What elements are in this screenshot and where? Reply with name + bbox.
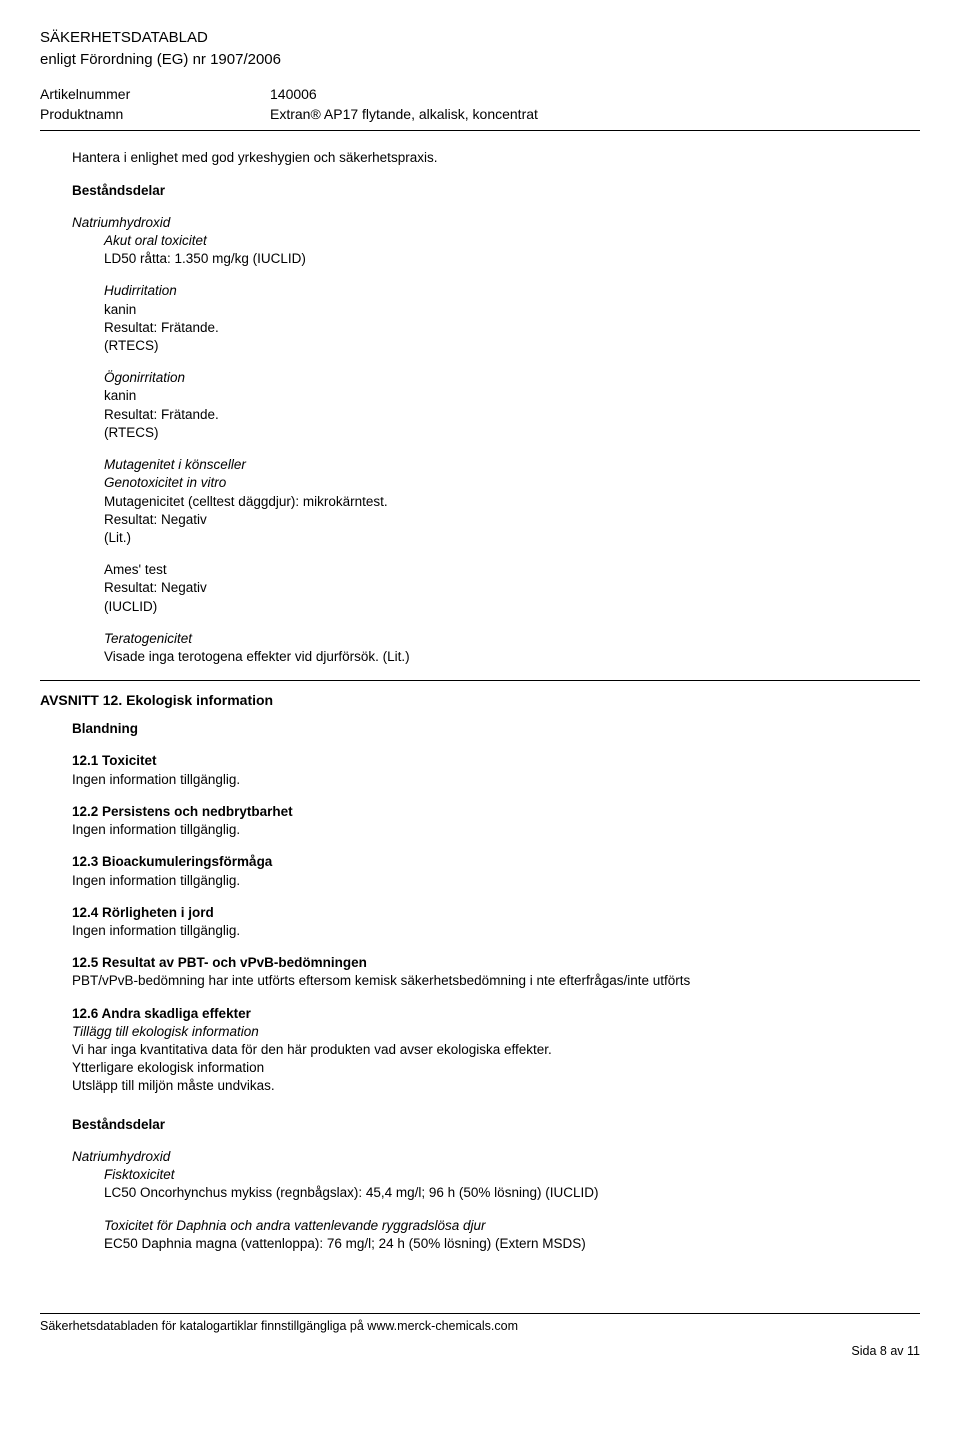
ames-heading: Ames' test xyxy=(104,561,920,579)
skin-heading: Hudirritation xyxy=(104,282,920,300)
s12-5-heading: 12.5 Resultat av PBT- och vPvB-bedömning… xyxy=(72,954,920,972)
doc-subtitle: enligt Förordning (EG) nr 1907/2006 xyxy=(40,50,920,70)
product-label: Produktnamn xyxy=(40,105,270,124)
terato-block: Teratogenicitet Visade inga terotogena e… xyxy=(104,630,920,666)
mixture-heading: Blandning xyxy=(72,720,920,738)
ames-result: Resultat: Negativ xyxy=(104,579,920,597)
footer-left: Säkerhetsdatabladen för katalogartiklar … xyxy=(40,1318,518,1335)
article-row: Artikelnummer 140006 xyxy=(40,85,920,104)
substance-name-2: Natriumhydroxid xyxy=(72,1148,920,1166)
s12-6-l1: Vi har inga kvantitativa data för den hä… xyxy=(72,1041,920,1059)
page-footer: Säkerhetsdatabladen för katalogartiklar … xyxy=(40,1313,920,1360)
s12-4-heading: 12.4 Rörligheten i jord xyxy=(72,904,920,922)
s12-6-heading: 12.6 Andra skadliga effekter xyxy=(72,1005,920,1023)
skin-source: (RTECS) xyxy=(104,337,920,355)
footer-rule xyxy=(40,1313,920,1314)
terato-heading: Teratogenicitet xyxy=(104,630,920,648)
doc-title: SÄKERHETSDATABLAD xyxy=(40,28,920,48)
intro-line: Hantera i enlighet med god yrkeshygien o… xyxy=(72,149,920,167)
s12-1-heading: 12.1 Toxicitet xyxy=(72,752,920,770)
daphnia-line: EC50 Daphnia magna (vattenloppa): 76 mg/… xyxy=(104,1235,920,1253)
components-heading: Beståndsdelar xyxy=(72,182,920,200)
footer-right: Sida 8 av 11 xyxy=(851,1343,920,1360)
header-rule xyxy=(40,130,920,131)
s12-2-text: Ingen information tillgänglig. xyxy=(72,821,920,839)
s12-2-heading: 12.2 Persistens och nedbrytbarhet xyxy=(72,803,920,821)
s12-5: 12.5 Resultat av PBT- och vPvB-bedömning… xyxy=(72,954,920,990)
skin-species: kanin xyxy=(104,301,920,319)
muta-block: Mutagenitet i könsceller Genotoxicitet i… xyxy=(104,456,920,547)
s12-1-text: Ingen information tillgänglig. xyxy=(72,771,920,789)
s12-1: 12.1 Toxicitet Ingen information tillgän… xyxy=(72,752,920,788)
fish-line: LC50 Oncorhynchus mykiss (regnbågslax): … xyxy=(104,1184,920,1202)
product-value: Extran® AP17 flytande, alkalisk, koncent… xyxy=(270,105,920,124)
daphnia-heading: Toxicitet för Daphnia och andra vattenle… xyxy=(104,1217,920,1235)
section-12-rule xyxy=(40,680,920,681)
ames-block: Ames' test Resultat: Negativ (IUCLID) xyxy=(104,561,920,616)
eye-heading: Ögonirritation xyxy=(104,369,920,387)
s12-2: 12.2 Persistens och nedbrytbarhet Ingen … xyxy=(72,803,920,839)
eye-result: Resultat: Frätande. xyxy=(104,406,920,424)
section-12-heading: AVSNITT 12. Ekologisk information xyxy=(40,691,920,710)
s12-6: 12.6 Andra skadliga effekter Tillägg til… xyxy=(72,1005,920,1096)
eye-source: (RTECS) xyxy=(104,424,920,442)
s12-4: 12.4 Rörligheten i jord Ingen informatio… xyxy=(72,904,920,940)
article-label: Artikelnummer xyxy=(40,85,270,104)
s12-3-heading: 12.3 Bioackumuleringsförmåga xyxy=(72,853,920,871)
product-row: Produktnamn Extran® AP17 flytande, alkal… xyxy=(40,105,920,124)
s12-4-text: Ingen information tillgänglig. xyxy=(72,922,920,940)
skin-result: Resultat: Frätande. xyxy=(104,319,920,337)
acute-oral-block: Akut oral toxicitet LD50 råtta: 1.350 mg… xyxy=(104,232,920,268)
substance-name: Natriumhydroxid xyxy=(72,214,920,232)
skin-block: Hudirritation kanin Resultat: Frätande. … xyxy=(104,282,920,355)
muta-heading: Mutagenitet i könsceller xyxy=(104,456,920,474)
s12-6-l3: Utsläpp till miljön måste undvikas. xyxy=(72,1077,920,1095)
ames-source: (IUCLID) xyxy=(104,598,920,616)
geno-heading: Genotoxicitet in vitro xyxy=(104,474,920,492)
article-value: 140006 xyxy=(270,85,920,104)
muta-result: Resultat: Negativ xyxy=(104,511,920,529)
s12-6-l2: Ytterligare ekologisk information xyxy=(72,1059,920,1077)
eye-species: kanin xyxy=(104,387,920,405)
muta-source: (Lit.) xyxy=(104,529,920,547)
s12-5-text: PBT/vPvB-bedömning har inte utförts efte… xyxy=(72,972,920,990)
fish-block: Fisktoxicitet LC50 Oncorhynchus mykiss (… xyxy=(104,1166,920,1202)
daphnia-block: Toxicitet för Daphnia och andra vattenle… xyxy=(104,1217,920,1253)
components-heading-2: Beståndsdelar xyxy=(72,1116,920,1134)
s12-6-sub: Tillägg till ekologisk information xyxy=(72,1023,920,1041)
fish-heading: Fisktoxicitet xyxy=(104,1166,920,1184)
eye-block: Ögonirritation kanin Resultat: Frätande.… xyxy=(104,369,920,442)
acute-oral-heading: Akut oral toxicitet xyxy=(104,232,920,250)
acute-oral-value: LD50 råtta: 1.350 mg/kg (IUCLID) xyxy=(104,250,920,268)
s12-3: 12.3 Bioackumuleringsförmåga Ingen infor… xyxy=(72,853,920,889)
muta-line: Mutagenicitet (celltest däggdjur): mikro… xyxy=(104,493,920,511)
s12-3-text: Ingen information tillgänglig. xyxy=(72,872,920,890)
terato-line: Visade inga terotogena effekter vid djur… xyxy=(104,648,920,666)
